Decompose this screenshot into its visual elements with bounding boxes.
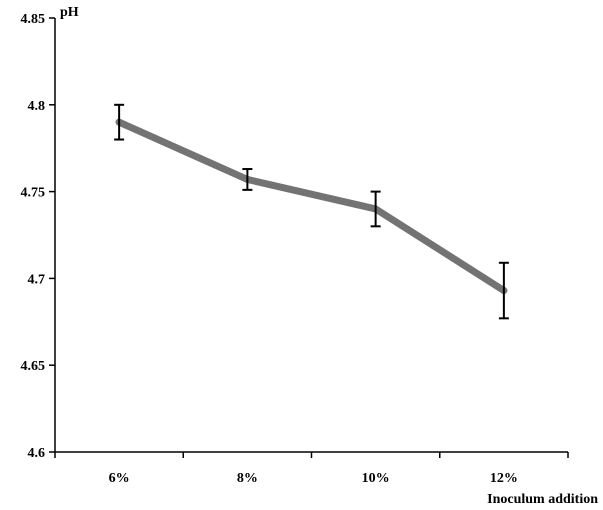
- y-tick-label: 4.85: [21, 12, 46, 27]
- series-layer: [115, 118, 508, 295]
- y-ticks: 4.6 4.65 4.7 4.75 4.8 4.85: [21, 12, 55, 461]
- x-tick-label: 6%: [109, 471, 130, 486]
- error-bars: [114, 103, 509, 320]
- error-bar: [370, 190, 381, 228]
- x-tick-label: 12%: [490, 471, 518, 486]
- y-tick-label: 4.8: [28, 99, 46, 114]
- y-axis-label: pH: [60, 5, 79, 20]
- axes: [54, 18, 568, 453]
- error-bar: [242, 168, 253, 191]
- x-tick-label: 8%: [237, 471, 258, 486]
- y-tick-label: 4.75: [21, 186, 46, 201]
- x-tick-label: 10%: [362, 471, 390, 486]
- y-tick-label: 4.65: [21, 359, 46, 374]
- x-axis-label: Inoculum addition: [487, 492, 598, 507]
- error-bar: [114, 103, 125, 141]
- y-tick-label: 4.7: [28, 272, 46, 287]
- y-tick-label: 4.6: [28, 446, 46, 461]
- error-bar: [498, 261, 509, 320]
- series-line: [115, 118, 508, 295]
- x-ticks: 6% 8% 10% 12%: [54, 452, 569, 486]
